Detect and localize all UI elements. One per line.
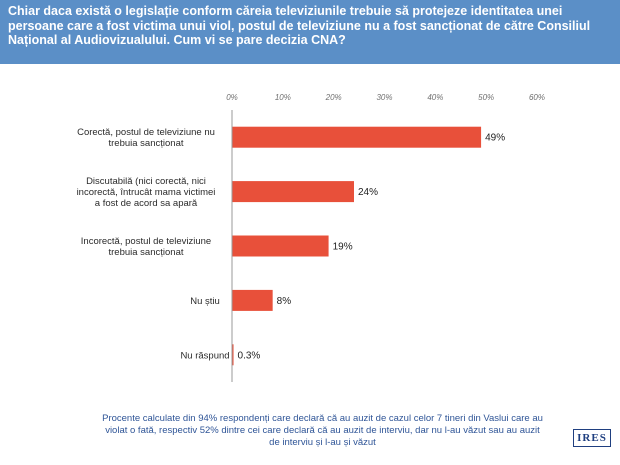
ires-logo: IRES [573,429,611,447]
bar-chart: 0% 10% 20% 30% 40% 50% 60% Corectă, postul de … [77,93,545,382]
category-label-line: Nu știu [190,296,220,307]
category-label-line: trebuia sancționat [109,138,184,149]
bar [232,126,482,148]
x-tick-label: 40% [427,93,443,102]
category-label: Discutabilă (nici corectă, nici incorectă… [77,176,216,209]
footnote: Procente calculate din 94% respondenți c… [102,413,543,448]
bar [232,181,354,203]
x-tick-label: 60% [529,93,545,102]
bar-value-label: 8% [277,296,292,307]
bar [232,344,234,366]
chart-title: Chiar daca există o legislație conform c… [8,4,591,47]
x-tick-label: 30% [376,93,392,102]
category-label: Incorectă, postul de televiziune trebuia … [81,236,211,258]
category-label-line: Discutabilă (nici corectă, nici [86,176,206,187]
category-label: Corectă, postul de televiziune nu trebuia… [77,127,215,149]
bar-value-label: 19% [333,242,353,253]
category-label: Nu răspund [180,350,229,361]
x-tick-label: 20% [325,93,342,102]
title-banner: Chiar daca există o legislație conform c… [0,0,620,64]
bar-value-label: 49% [485,133,505,144]
bar-value-label: 24% [358,187,378,198]
category-label-line: Corectă, postul de televiziune nu [77,127,215,138]
x-tick-label: 50% [478,93,494,102]
bar-value-label: 0.3% [238,350,261,361]
bar [232,289,273,311]
category-label-line: Nu răspund [180,350,229,361]
x-tick-label: 0% [226,93,238,102]
category-label-line: Incorectă, postul de televiziune [81,236,211,247]
x-tick-label: 10% [275,93,291,102]
category-label-line: incorectă, întrucât mama victimei [77,187,216,198]
category-label-line: a fost de acord sa apară [95,198,198,209]
bar [232,235,329,257]
logo-text: IRES [577,432,607,444]
category-label: Nu știu [190,296,220,307]
category-label-line: trebuia sancționat [109,247,184,258]
